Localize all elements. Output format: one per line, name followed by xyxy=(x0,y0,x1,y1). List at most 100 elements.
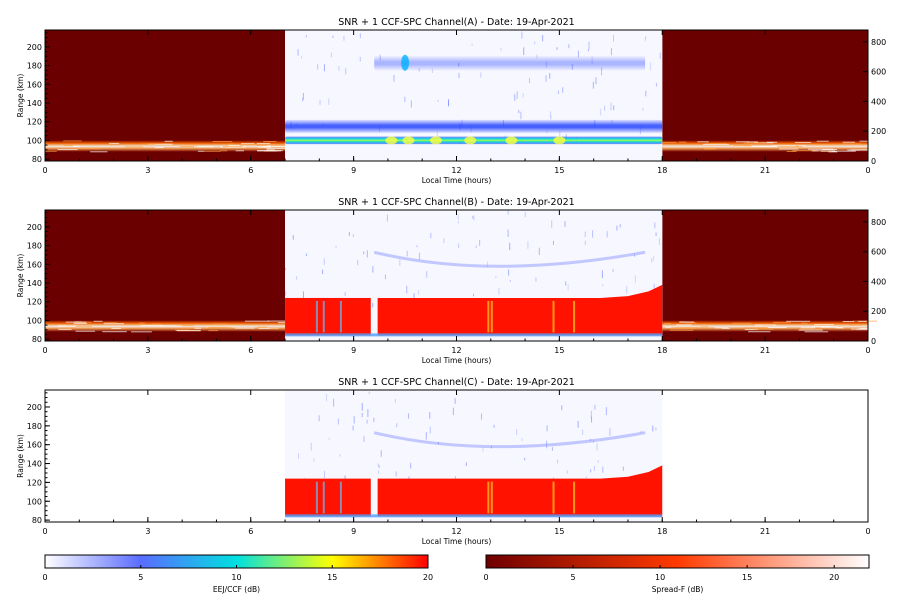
panel-a-spread-f-streak xyxy=(754,142,774,144)
panel-a-spread-f-streak xyxy=(90,151,108,153)
panel-c-noise xyxy=(465,462,467,466)
panel-a-noise xyxy=(404,96,406,103)
panel-b-noise xyxy=(653,283,655,289)
panel-b-spread-f-streak xyxy=(859,327,881,329)
panel-c-noise xyxy=(561,405,563,411)
panel-c-noise xyxy=(361,402,363,411)
panel-a-noise xyxy=(458,72,460,79)
panel-b-noise xyxy=(302,291,304,300)
panel-a-spread-f-streak xyxy=(850,149,870,151)
panel-c-saturated-block xyxy=(377,465,663,517)
panel-a-noise xyxy=(645,36,647,39)
panel-b-noise xyxy=(475,245,477,249)
panel-a-noise xyxy=(642,107,644,111)
panel-b-spread-f-band xyxy=(662,320,868,332)
panel-a-noise xyxy=(332,35,334,38)
panel-a-spread-f-streak xyxy=(816,140,829,142)
panel-b-noise xyxy=(601,270,603,279)
panel-a-noise xyxy=(604,105,606,111)
panel-a-spread-f-streak xyxy=(847,149,860,151)
panel-b-noise xyxy=(584,231,586,238)
panel-a-spread-f-streak xyxy=(813,144,834,146)
panel-c-noise xyxy=(516,429,518,436)
panel-a-x-tick-label: 15 xyxy=(554,166,564,175)
panel-b-noise xyxy=(592,230,594,238)
panel-b-noise xyxy=(612,268,614,272)
panel-a-spread-f-streak xyxy=(752,145,778,147)
panel-a-spread-f-streak xyxy=(766,141,778,143)
panel-b-spread-f-streak xyxy=(700,326,709,328)
panel-c-noise xyxy=(344,475,346,481)
panel-b-noise xyxy=(567,283,569,291)
panel-b-noise xyxy=(471,216,473,219)
panel-c-noise xyxy=(582,429,584,436)
panel-b-spread-f-streak xyxy=(848,324,863,326)
panel-a-spread-f-streak xyxy=(797,145,806,147)
panel-c-y-axis-label: Range (km) xyxy=(16,434,25,478)
panel-b-spread-f-streak xyxy=(858,320,867,322)
panel-c-faint-arc xyxy=(373,431,646,449)
panel-c-noise xyxy=(380,450,382,457)
panel-b-noise xyxy=(384,274,386,280)
panel-a-noise xyxy=(577,50,579,58)
panel-b-spread-f-streak xyxy=(722,327,730,329)
panel-b-x-tick-label: 15 xyxy=(554,346,564,355)
panel-b-spread-f-streak xyxy=(176,330,201,332)
panel-a-noise xyxy=(613,34,615,42)
panel-c xyxy=(44,389,869,523)
panel-a-y-tick-label: 80 xyxy=(32,155,42,164)
panel-a-y-tick-label: 200 xyxy=(27,43,42,52)
panel-a-x-tick-label: 3 xyxy=(145,166,150,175)
panel-c-block-streak xyxy=(315,481,318,514)
panel-a-y-tick-label: 180 xyxy=(27,62,42,71)
panel-b-noise xyxy=(457,221,459,224)
panel-a-noise xyxy=(550,115,552,120)
panel-c-noise xyxy=(368,391,370,395)
colorbar-spread-f xyxy=(485,554,870,569)
panel-b-noise xyxy=(406,285,408,294)
panel-c-noise xyxy=(640,430,642,433)
panel-b-noise xyxy=(352,234,354,238)
panel-c-block-streak xyxy=(322,481,325,514)
panel-b-spread-f-streak xyxy=(676,324,692,326)
panel-c-noise xyxy=(602,466,604,473)
panel-b-noise xyxy=(564,220,566,228)
panel-b-spread-f-streak xyxy=(842,320,855,322)
panel-c-noise xyxy=(482,447,484,452)
panel-a-x-tick-label: 0 xyxy=(865,166,870,175)
panel-c-noise xyxy=(323,470,325,478)
panel-b-noise xyxy=(633,253,635,257)
panel-b-block-streak xyxy=(487,300,490,333)
panel-a-noise xyxy=(559,130,561,138)
panel-a-spread-f-streak xyxy=(235,150,244,152)
panel-b-noise xyxy=(619,224,621,228)
panel-a-spread-f-streak xyxy=(124,146,144,148)
panel-a-y-tick-label: 100 xyxy=(27,136,42,145)
panel-a-spread-f-streak xyxy=(73,145,80,147)
panel-a-noise xyxy=(600,108,602,116)
panel-b-noise xyxy=(323,258,325,265)
panel-b-spread-f-streak xyxy=(773,321,791,323)
panel-a-spread-f-streak xyxy=(812,150,836,152)
panel-a-noise xyxy=(514,94,516,101)
panel-a-noise xyxy=(549,73,551,79)
panel-b-noise xyxy=(357,259,359,266)
panel-a-spread-f-streak xyxy=(735,141,749,143)
panel-a-spread-f-streak xyxy=(733,144,750,146)
panel-a-echo-layer xyxy=(285,119,663,133)
panel-b-noise xyxy=(285,267,287,271)
panel-c-y-tick-label: 200 xyxy=(27,403,42,412)
panel-a-noise xyxy=(556,47,558,50)
panel-c-noise xyxy=(589,439,591,442)
panel-a-noise xyxy=(305,34,307,38)
panel-b-spread-f-streak xyxy=(743,327,767,329)
panel-a-y-axis-label: Range (km) xyxy=(16,74,25,118)
panel-a-noise xyxy=(359,56,361,62)
panel-a-spread-f-streak xyxy=(662,141,677,143)
panel-a-spread-f-streak xyxy=(257,146,271,148)
panel-c-x-tick-label: 18 xyxy=(657,527,667,536)
panel-c-noise xyxy=(590,469,592,473)
panel-b-noise xyxy=(535,277,537,282)
panel-b-noise xyxy=(602,284,604,287)
panel-a-spread-f-streak xyxy=(185,144,199,146)
